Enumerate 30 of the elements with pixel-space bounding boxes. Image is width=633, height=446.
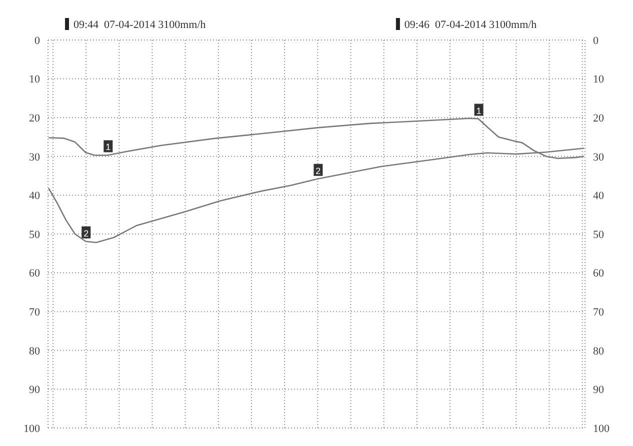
y2-tick-label: 60 bbox=[593, 268, 604, 280]
text: 07-04-2014 3100mm/h bbox=[104, 19, 206, 31]
series-label: 1 bbox=[106, 142, 111, 152]
y2-tick-label: 40 bbox=[593, 190, 604, 202]
y-tick-label: 70 bbox=[29, 306, 40, 319]
text: 1 bbox=[476, 106, 482, 116]
y2-tick-label: 10 bbox=[593, 74, 604, 86]
series-label: 2 bbox=[84, 228, 89, 238]
y2-tick-label: 0 bbox=[593, 34, 599, 47]
y-tick-label: 30 bbox=[29, 151, 40, 164]
x-tick-label: 09:44 bbox=[73, 19, 100, 31]
y2-tick-label: 80 bbox=[593, 345, 604, 358]
x-tick-label: 09:46 bbox=[404, 19, 430, 31]
y-tick-label: 90 bbox=[29, 384, 40, 396]
y-tick-label: 60 bbox=[29, 268, 40, 280]
y2-tick-label: 30 bbox=[593, 151, 604, 164]
y2-tick-label: 70 bbox=[593, 306, 604, 319]
y2-tick-label: 100 bbox=[593, 422, 610, 435]
text: 07-04-2014 3100mm/h bbox=[434, 19, 538, 31]
y2-tick-label: 50 bbox=[593, 228, 604, 241]
y-tick-label: 40 bbox=[29, 190, 40, 202]
text: 2 bbox=[316, 166, 321, 176]
y-tick-label: 20 bbox=[29, 112, 40, 125]
y2-tick-label: 20 bbox=[593, 112, 604, 125]
y-tick-label: 50 bbox=[29, 228, 40, 241]
y-tick-label: 0 bbox=[34, 34, 40, 47]
y2-tick-label: 90 bbox=[593, 384, 604, 396]
y-tick-label: 10 bbox=[29, 74, 40, 86]
y-tick-label: 100 bbox=[24, 422, 40, 435]
y-tick-label: 80 bbox=[29, 345, 40, 358]
